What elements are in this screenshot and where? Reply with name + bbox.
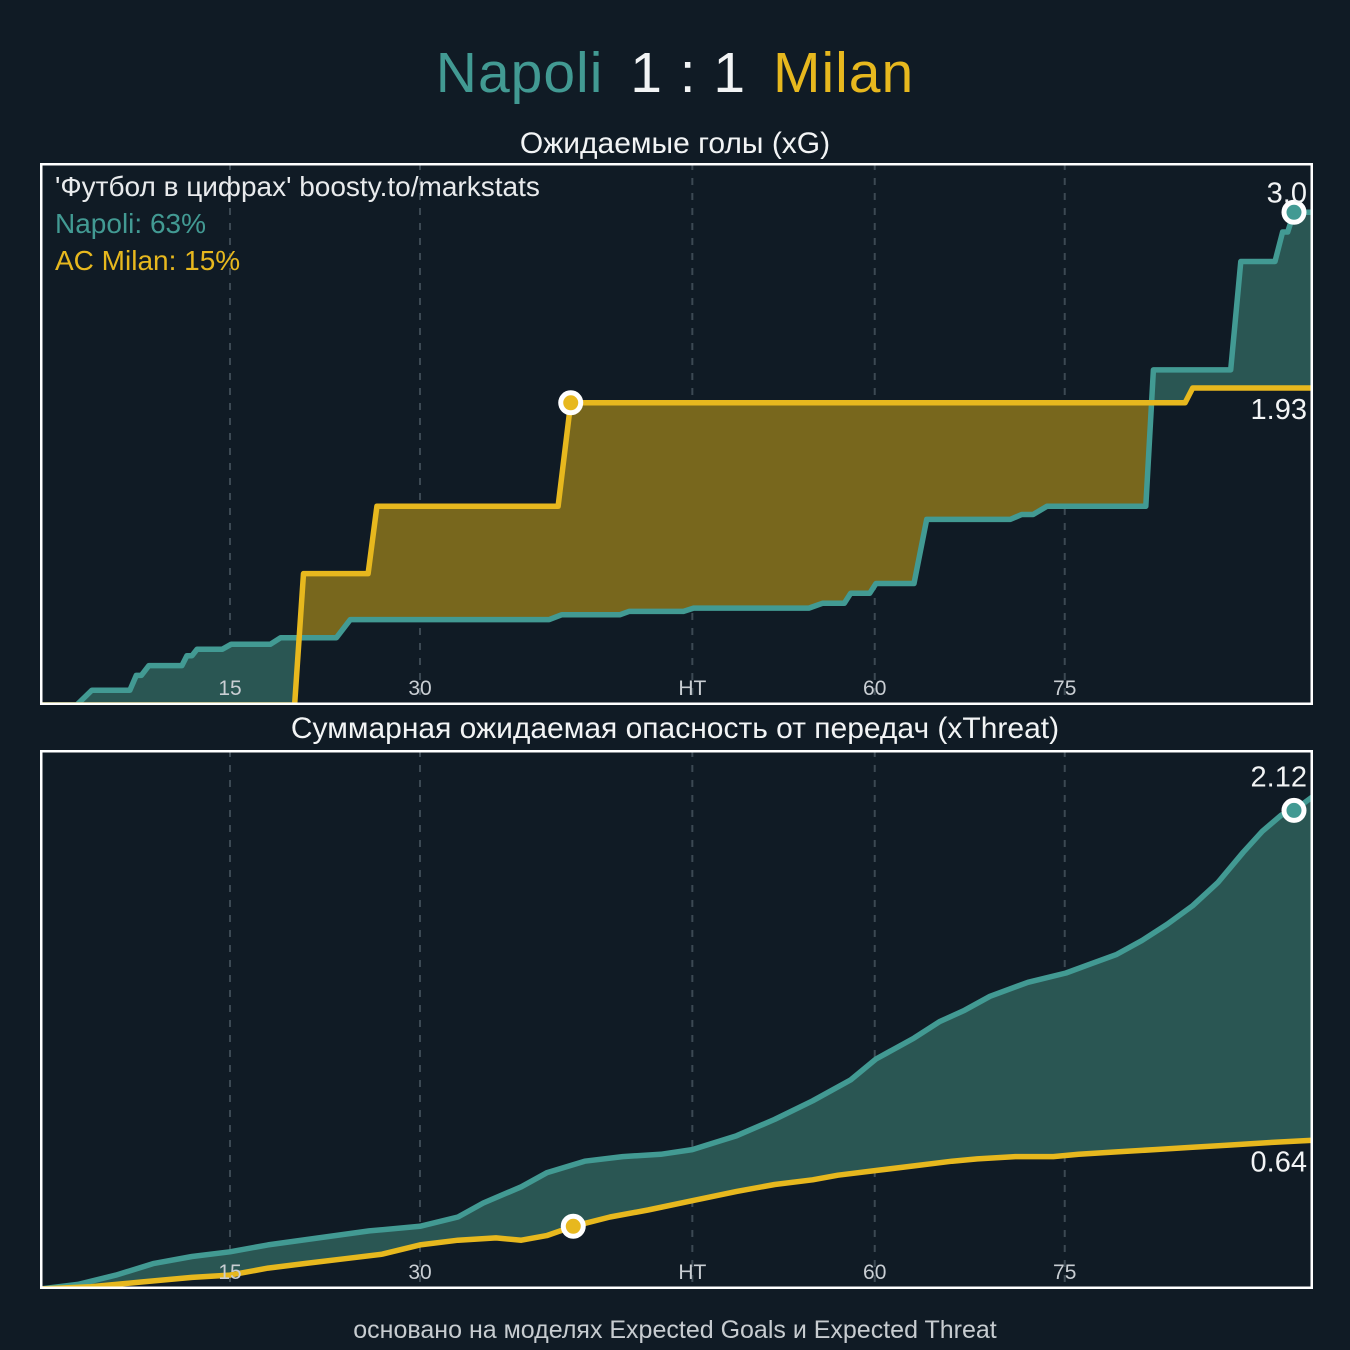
xthreat-home-final-value: 2.12: [1251, 761, 1307, 793]
xg-chart: 'Футбол в цифрах' boosty.to/markstats Na…: [40, 163, 1313, 705]
xg-away-line: [40, 385, 1313, 705]
xthreat-tick-label-HT: HT: [678, 1261, 706, 1284]
xthreat-home-line: [40, 794, 1313, 1289]
xg-fill-region-home-0: [76, 637, 300, 705]
xg-home-goal-marker: [1281, 199, 1307, 225]
xthreat-fill-region-home-0: [40, 796, 1313, 1289]
home-xg-share-label: Napoli: 63%: [55, 208, 206, 239]
xthreat-away-goal-marker: [560, 1213, 586, 1239]
xthreat-plot: 15 30 HT 60 75 2.12 0.64: [40, 750, 1313, 1289]
xthreat-tick-label-75: 75: [1053, 1261, 1076, 1284]
xg-tick-label-15: 15: [218, 677, 241, 700]
xthreat-tick-label-30: 30: [408, 1261, 431, 1284]
xg-fill-region-away-1: [299, 402, 1152, 638]
home-team-name: Napoli: [435, 41, 604, 105]
away-xg-share-label: AC Milan: 15%: [55, 245, 241, 276]
xg-tick-label-60: 60: [863, 677, 886, 700]
match-title: Napoli 1 : 1 Milan: [0, 40, 1350, 106]
xg-tick-label-30: 30: [408, 677, 431, 700]
xthreat-home-goal-marker: [1281, 797, 1307, 823]
xg-home-line: [40, 209, 1313, 705]
xg-plot-border: [40, 163, 1313, 705]
xg-annotations: 'Футбол в цифрах' boosty.to/markstats Na…: [55, 168, 540, 279]
match-score: 1 : 1: [630, 41, 747, 105]
xg-away-goal-marker: [558, 390, 584, 416]
footer-note: основано на моделях Expected Goals и Exp…: [353, 1316, 997, 1344]
xthreat-plot-border: [40, 750, 1313, 1289]
xthreat-away-line: [40, 1137, 1313, 1289]
xthreat-chart-title: Суммарная ожидаемая опасность от передач…: [290, 712, 1060, 745]
xthreat-tick-label-15: 15: [218, 1261, 241, 1284]
xg-home-final-value: 3.0: [1267, 177, 1307, 209]
xg-away-final-value: 1.93: [1251, 394, 1307, 426]
xthreat-chart: 15 30 HT 60 75 2.12 0.64: [40, 750, 1313, 1289]
xg-chart-title: Ожидаемые голы (xG): [519, 127, 831, 160]
watermark-text: 'Футбол в цифрах' boosty.to/markstats: [55, 171, 540, 202]
xg-fill-region-home-2: [1151, 212, 1313, 403]
xthreat-tick-label-60: 60: [863, 1261, 886, 1284]
xg-plot: 15 30 HT 60 75 3.0 1.93: [40, 163, 1313, 705]
xg-tick-label-HT: HT: [678, 677, 706, 700]
xthreat-away-final-value: 0.64: [1251, 1146, 1307, 1178]
away-team-name: Milan: [772, 41, 915, 105]
xg-tick-label-75: 75: [1053, 677, 1076, 700]
